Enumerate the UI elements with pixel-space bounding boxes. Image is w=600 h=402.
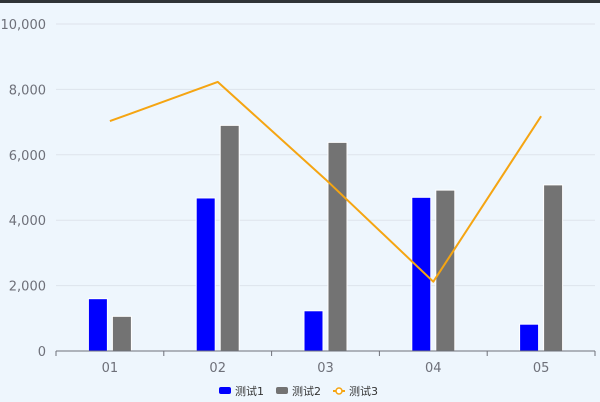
- legend-label: 测试3: [349, 385, 378, 398]
- legend[interactable]: 测试1 测试2 测试3: [219, 385, 378, 398]
- legend-item-测试2[interactable]: 测试2: [276, 385, 321, 398]
- legend-swatch: [276, 387, 288, 394]
- bar-测试1-02[interactable]: [195, 197, 216, 352]
- x-tick-label: 04: [425, 361, 442, 376]
- bar-series: [87, 124, 564, 352]
- line-测试3[interactable]: [109, 80, 542, 283]
- bar-测试1-03[interactable]: [303, 310, 324, 352]
- legend-swatch-marker: [335, 387, 343, 395]
- bar-测试2-05[interactable]: [543, 184, 564, 352]
- grid-lines: [56, 23, 595, 287]
- bar-测试1-01[interactable]: [87, 298, 108, 352]
- y-axis: 0 2,000 4,000 6,000 8,000 10,000: [1, 18, 47, 360]
- x-tick-label: 05: [533, 361, 550, 376]
- legend-item-测试1[interactable]: 测试1: [219, 385, 264, 398]
- y-tick-label: 0: [38, 345, 46, 360]
- window-top-strip: [0, 0, 600, 3]
- bar-测试1-04[interactable]: [411, 196, 432, 352]
- legend-swatch: [219, 387, 231, 394]
- y-tick-label: 8,000: [9, 83, 46, 98]
- x-tick-label: 02: [209, 361, 226, 376]
- bar-测试2-03[interactable]: [327, 141, 348, 352]
- line-series: [109, 80, 542, 283]
- bar-测试2-04[interactable]: [435, 189, 456, 352]
- bar-测试2-02[interactable]: [219, 124, 240, 352]
- y-tick-label: 4,000: [9, 214, 46, 229]
- y-tick-label: 6,000: [9, 149, 46, 164]
- y-tick-label: 2,000: [9, 280, 46, 295]
- y-tick-label: 10,000: [1, 18, 47, 33]
- legend-label: 测试1: [235, 385, 264, 398]
- x-tick-label: 03: [317, 361, 334, 376]
- x-tick-label: 01: [102, 361, 119, 376]
- legend-item-测试3[interactable]: 测试3: [333, 385, 378, 398]
- bar-测试1-05[interactable]: [519, 323, 540, 352]
- bar-测试2-01[interactable]: [111, 315, 132, 352]
- x-axis: 01 02 03 04 05: [55, 350, 596, 376]
- legend-label: 测试2: [292, 385, 321, 398]
